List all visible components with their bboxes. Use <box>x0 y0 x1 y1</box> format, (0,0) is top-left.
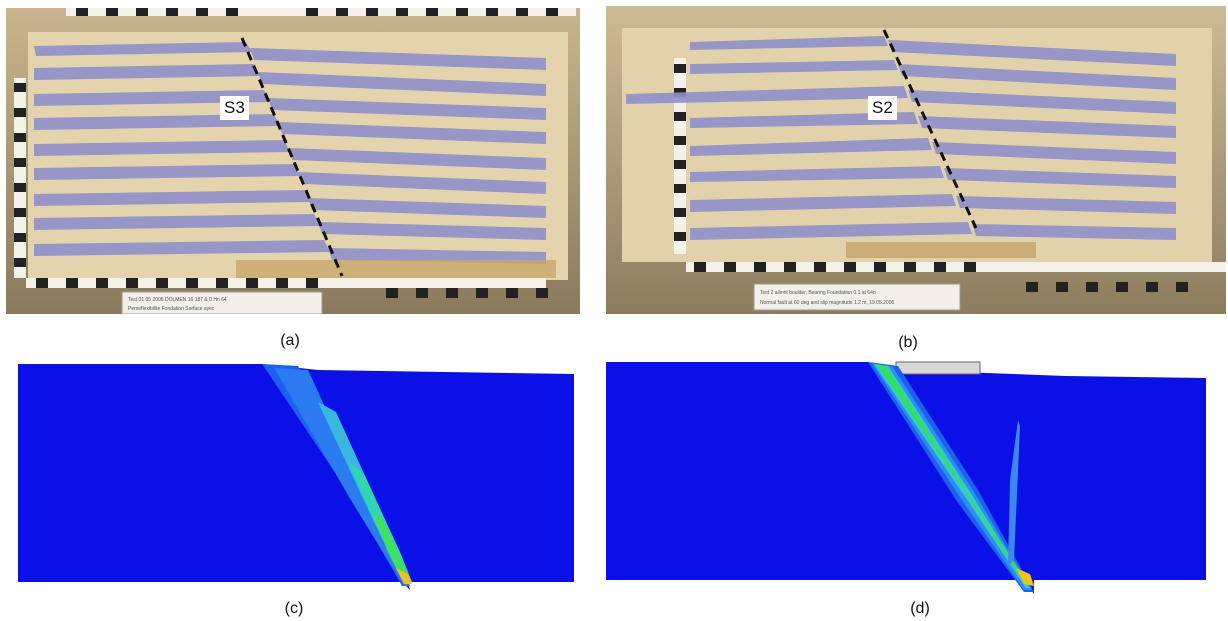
scale-ruler-left <box>674 58 686 254</box>
caption-a: (a) <box>280 332 300 349</box>
sandbox-photo-b: Test 2 ailinnt boulder, Bearing Foundati… <box>606 6 1226 314</box>
sandbox-photo-a: Test 01 05 2006 DOLMEN 16 187 & 0 Hn 64 … <box>6 8 580 314</box>
panel-d-model <box>606 360 1226 596</box>
marker-stripes-right <box>250 48 546 264</box>
test-stamp-a <box>121 291 323 314</box>
caption-c: (c) <box>284 600 304 617</box>
scale-ruler-bottom <box>686 262 1226 292</box>
footing <box>895 361 981 375</box>
panel-b-photo: Test 2 ailinnt boulder, Bearing Foundati… <box>606 6 1226 314</box>
panel-c-model <box>18 362 578 594</box>
scale-ruler-bottom <box>26 278 548 298</box>
stamp-line-2: Normal fault at 60 deg and slip magnitud… <box>760 300 894 306</box>
caption-d: (d) <box>910 600 930 617</box>
scale-ruler-top <box>66 8 576 16</box>
fem-contour-c <box>18 364 574 590</box>
model-domain <box>18 364 574 590</box>
scale-ruler-left <box>14 78 26 278</box>
model-domain <box>606 362 1206 594</box>
panel-a-photo: Test 01 05 2006 DOLMEN 16 187 & 0 Hn 64 … <box>6 8 580 314</box>
caption-b: (b) <box>898 334 918 351</box>
fault-trace-s2 <box>882 29 978 229</box>
fem-contour-d <box>606 361 1206 594</box>
shear-band <box>868 362 1034 592</box>
fault-label-s3: S3 <box>220 96 249 120</box>
marker-stripes-left <box>34 42 330 256</box>
marker-stripes-left <box>626 36 972 240</box>
stamp-line-1: Test 01 05 2006 DOLMEN 16 187 & 0 Hn 64 <box>128 297 227 303</box>
stamp-line-1: Test 2 ailinnt boulder, Bearing Foundati… <box>760 290 876 296</box>
marker-stripes-right <box>888 40 1176 240</box>
test-stamp-b <box>753 283 961 311</box>
fault-trace-s3 <box>240 37 344 277</box>
fault-label-s2: S2 <box>868 96 897 120</box>
shear-band <box>262 364 412 586</box>
stamp-line-2: Pemeflexibilite Fondation Surface ayec <box>128 306 215 312</box>
